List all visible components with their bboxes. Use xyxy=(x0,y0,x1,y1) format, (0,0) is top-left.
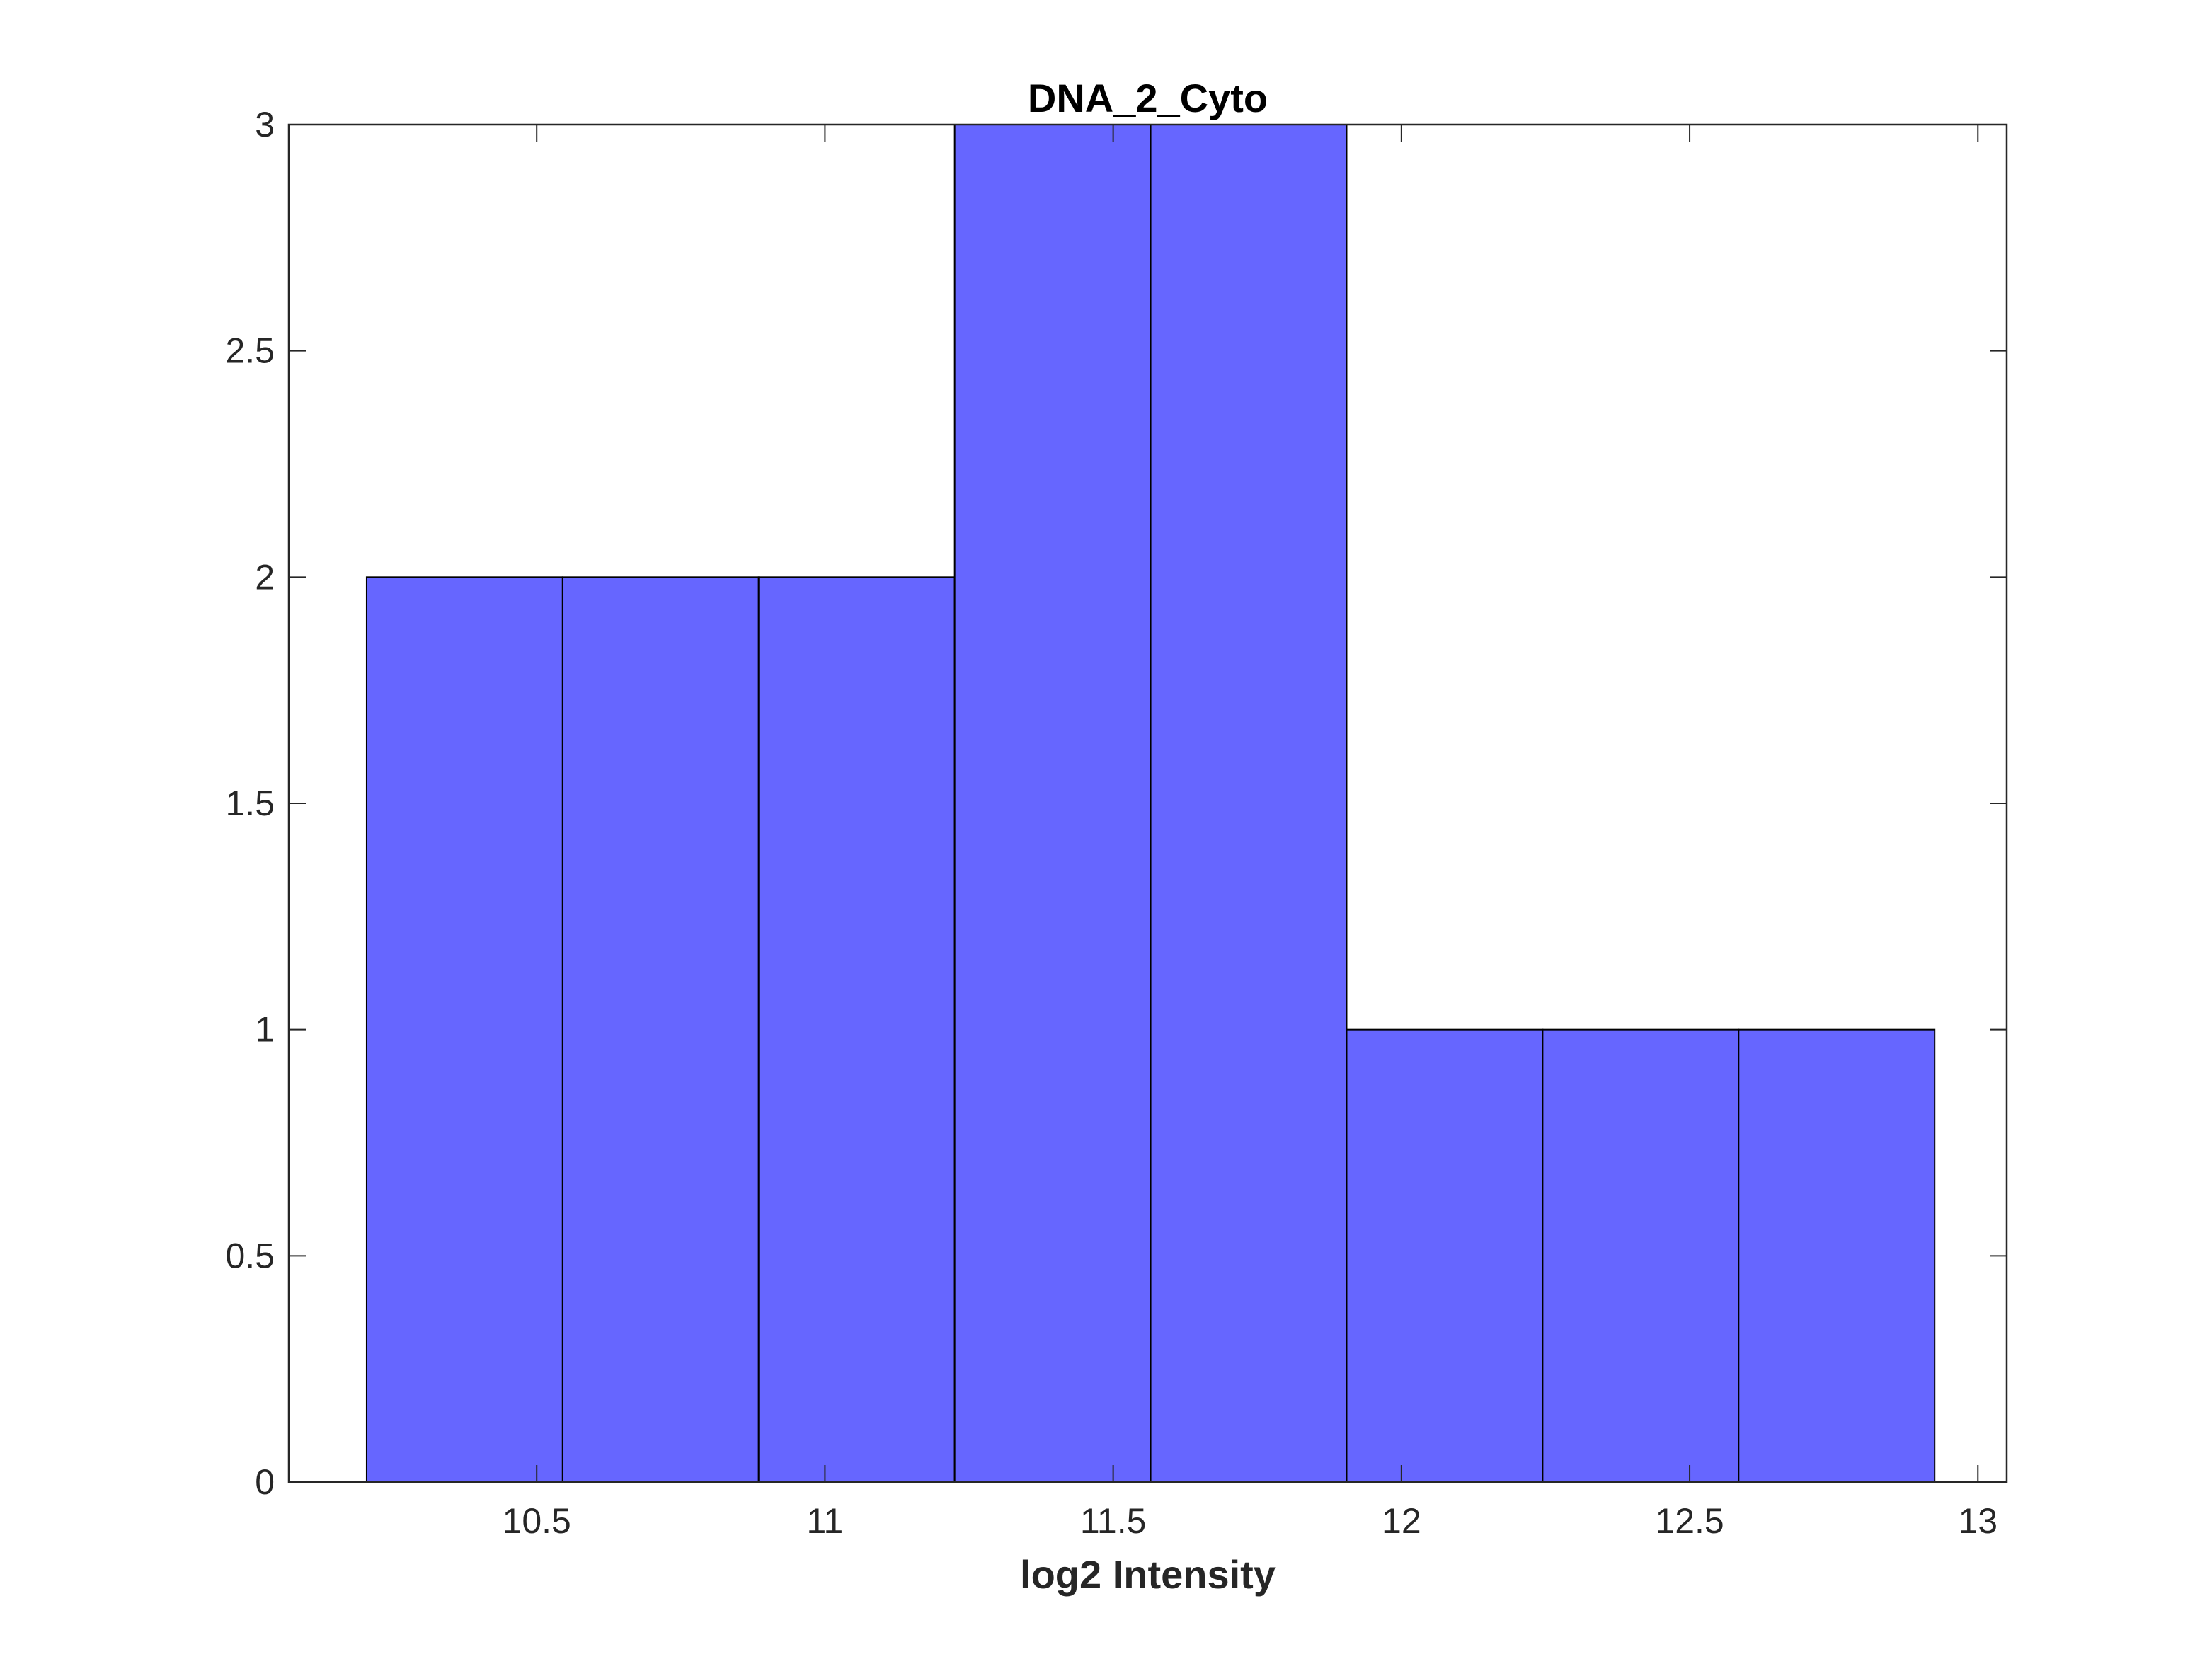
x-tick-label: 11 xyxy=(806,1501,843,1541)
x-tick-label: 10.5 xyxy=(503,1501,571,1541)
histogram-bar xyxy=(1738,1028,1936,1483)
histogram-bar xyxy=(561,576,760,1483)
y-tick-label: 1.5 xyxy=(225,783,275,823)
x-axis-title: log2 Intensity xyxy=(1020,1552,1276,1597)
axes-box xyxy=(287,123,2008,1483)
y-tick-label: 2 xyxy=(255,557,275,597)
histogram-bar xyxy=(1542,1028,1740,1483)
bars-layer xyxy=(365,124,1936,1483)
y-tick-label: 2.5 xyxy=(225,331,275,371)
y-tick-label: 3 xyxy=(255,105,275,144)
y-tick-label: 1 xyxy=(255,1010,275,1050)
x-tick-label: 12.5 xyxy=(1655,1501,1724,1541)
histogram-bar xyxy=(1150,124,1348,1483)
x-tick-label: 12 xyxy=(1382,1501,1421,1541)
y-tick-label: 0.5 xyxy=(225,1236,275,1275)
histogram-bar xyxy=(757,576,956,1483)
histogram-bar xyxy=(365,576,563,1483)
histogram-bar xyxy=(1346,1028,1544,1483)
y-tick-label: 0 xyxy=(255,1462,275,1502)
x-tick-label: 13 xyxy=(1958,1501,1998,1541)
x-tick-label: 11.5 xyxy=(1080,1501,1147,1541)
histogram-bar xyxy=(953,124,1152,1483)
chart-title: DNA_2_Cyto xyxy=(1028,76,1268,120)
